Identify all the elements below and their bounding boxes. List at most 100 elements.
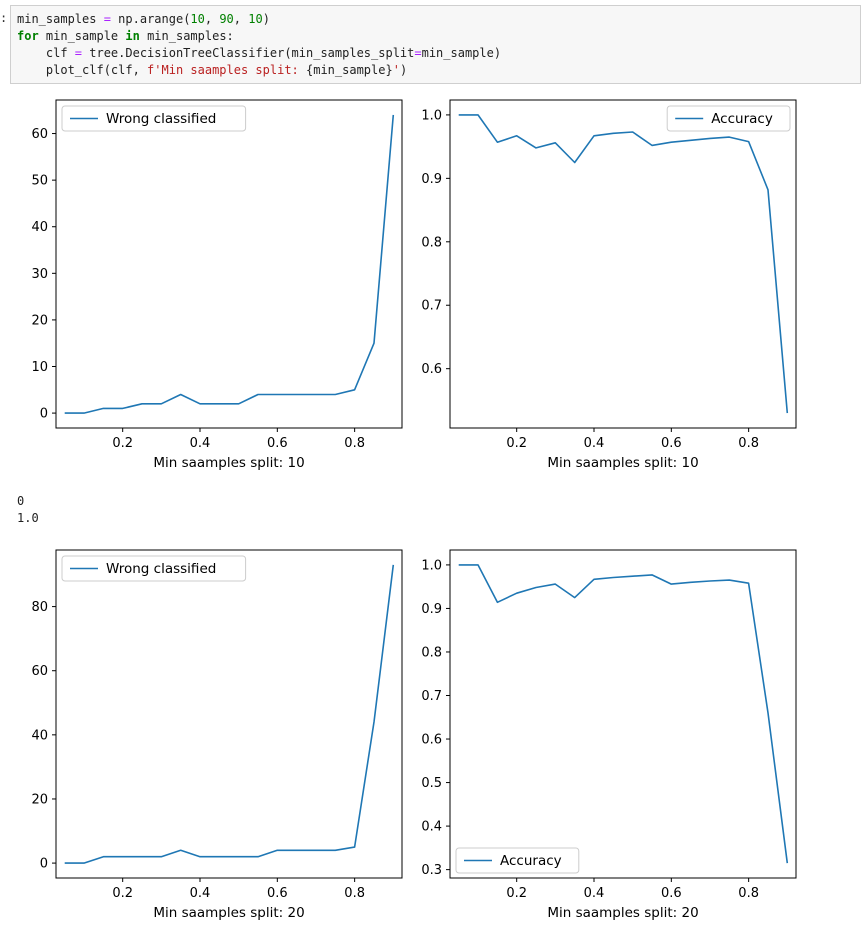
code-token: in <box>125 29 140 43</box>
x-tick-label: 0.4 <box>584 436 605 451</box>
code-token: ' <box>392 63 400 77</box>
x-axis-label: Min saamples split: 20 <box>153 905 304 921</box>
code-token: min_sample <box>38 29 126 43</box>
y-tick-label: 80 <box>31 600 48 615</box>
y-tick-label: 0.4 <box>421 820 442 835</box>
legend-label: Wrong classified <box>106 561 216 577</box>
code-token: clf <box>17 46 75 60</box>
x-tick-label: 0.2 <box>506 886 527 901</box>
code-line-2: for min_sample in min_samples: <box>17 29 234 43</box>
series-line <box>64 114 395 414</box>
code-token: min_samples <box>17 12 97 26</box>
y-tick-label: 20 <box>31 313 48 328</box>
x-tick-label: 0.2 <box>112 436 133 451</box>
chart-axes: 0.2 0.4 0.6 0.8 0.6 0.7 0.8 0.9 1.0 Min saamples … <box>421 99 797 471</box>
y-tick-label: 0.8 <box>421 235 442 250</box>
y-tick-label: 1.0 <box>421 558 442 573</box>
legend-label: Accuracy <box>711 111 773 127</box>
code-token: 10 <box>190 12 205 26</box>
x-tick-label: 0.6 <box>267 886 288 901</box>
code-token: , <box>204 12 220 26</box>
axes-frame <box>449 549 797 879</box>
x-tick-label: 0.4 <box>190 436 211 451</box>
x-tick-label: 0.8 <box>738 436 759 451</box>
code-token: ) <box>399 63 408 77</box>
y-tick-label: 0.6 <box>421 733 442 748</box>
code-token: f'Min saamples split: <box>147 63 306 77</box>
code-token: ) <box>262 12 270 26</box>
code-token: = <box>96 12 119 26</box>
legend: Wrong classified <box>61 105 247 132</box>
y-tick-label: 20 <box>31 792 48 807</box>
y-tick-label: 0.3 <box>421 863 442 878</box>
x-tick-label: 0.8 <box>344 886 365 901</box>
x-tick-label: 0.4 <box>190 886 211 901</box>
y-tick-label: 40 <box>31 220 48 235</box>
y-tick-label: 0.7 <box>421 689 442 704</box>
legend-box <box>61 105 247 132</box>
x-tick-label: 0.6 <box>267 436 288 451</box>
code-token: {min_sample} <box>306 63 393 77</box>
chart-axes: 0.2 0.4 0.6 0.8 0 20 40 60 80 Min saamples split:… <box>31 549 403 921</box>
x-tick-label: 0.2 <box>112 886 133 901</box>
figure-min-samples-10: 0.2 0.4 0.6 0.8 0 10 20 30 40 50 60 Min saamples sp… <box>31 99 797 471</box>
x-axis-label: Min saamples split: 10 <box>547 455 698 471</box>
y-tick-label: 0.9 <box>421 172 442 187</box>
y-tick-label: 30 <box>31 267 48 282</box>
y-tick-label: 60 <box>31 127 48 142</box>
code-cell[interactable]: min_samples = np.arange(10, 90, 10) for … <box>10 5 861 84</box>
series-line <box>458 564 789 864</box>
y-tick-label: 10 <box>31 360 48 375</box>
code-token: , <box>233 12 249 26</box>
output-line: 1.0 <box>17 511 39 525</box>
y-tick-label: 60 <box>31 664 48 679</box>
code-token: np.arange( <box>118 12 191 26</box>
legend-label: Accuracy <box>500 853 562 869</box>
code-token: 10 <box>248 12 263 26</box>
code-token: = <box>74 46 83 60</box>
axes-frame <box>55 549 403 879</box>
legend-label: Wrong classified <box>106 111 216 127</box>
code-token: min_sample) <box>421 46 502 60</box>
y-tick-label: 0.8 <box>421 645 442 660</box>
code-token: for <box>17 29 39 43</box>
x-tick-label: 0.8 <box>344 436 365 451</box>
code-token: tree.DecisionTreeClassifier(min_samples_… <box>82 46 415 60</box>
legend-box <box>666 105 791 132</box>
x-tick-label: 0.2 <box>506 436 527 451</box>
y-tick-label: 0 <box>40 407 48 422</box>
x-axis-label: Min saamples split: 20 <box>547 905 698 921</box>
code-token: = <box>414 46 422 60</box>
chart-axes: 0.2 0.4 0.6 0.8 0 10 20 30 40 50 60 Min saamples sp… <box>31 99 403 471</box>
axes-frame <box>55 99 403 429</box>
output-line: 0 <box>17 494 25 508</box>
y-tick-label: 0.7 <box>421 299 442 314</box>
legend: Accuracy <box>666 105 791 132</box>
y-tick-label: 0 <box>40 857 48 872</box>
x-axis-label: Min saamples split: 10 <box>153 455 304 471</box>
series-line <box>458 114 789 414</box>
code-token: plot_clf(clf, <box>17 63 148 77</box>
y-tick-label: 1.0 <box>421 108 442 123</box>
axes-frame <box>449 99 797 429</box>
x-tick-label: 0.8 <box>738 886 759 901</box>
code-line-4: plot_clf(clf, f'Min saamples split: {min… <box>17 63 407 77</box>
y-tick-label: 0.5 <box>421 776 442 791</box>
legend: Accuracy <box>455 847 580 874</box>
legend-box <box>61 555 247 582</box>
x-tick-label: 0.6 <box>661 436 682 451</box>
y-tick-label: 40 <box>31 728 48 743</box>
x-tick-label: 0.4 <box>584 886 605 901</box>
code-line-1: min_samples = np.arange(10, 90, 10) <box>17 12 270 26</box>
series-line <box>64 564 395 864</box>
legend-box <box>455 847 580 874</box>
y-tick-label: 50 <box>31 174 48 189</box>
chart-axes: 0.2 0.4 0.6 0.8 0.3 0.4 0.5 0.6 0.7 0.8 0.9 1.0 Min … <box>421 549 797 921</box>
y-tick-label: 0.6 <box>421 362 442 377</box>
code-token: min_samples: <box>139 29 234 43</box>
code-line-3: clf = tree.DecisionTreeClassifier(min_sa… <box>17 46 501 60</box>
x-tick-label: 0.6 <box>661 886 682 901</box>
cell-prompt: : <box>0 11 8 25</box>
figure-min-samples-20: 0.2 0.4 0.6 0.8 0 20 40 60 80 Min saamples split:… <box>31 549 797 921</box>
y-tick-label: 0.9 <box>421 602 442 617</box>
